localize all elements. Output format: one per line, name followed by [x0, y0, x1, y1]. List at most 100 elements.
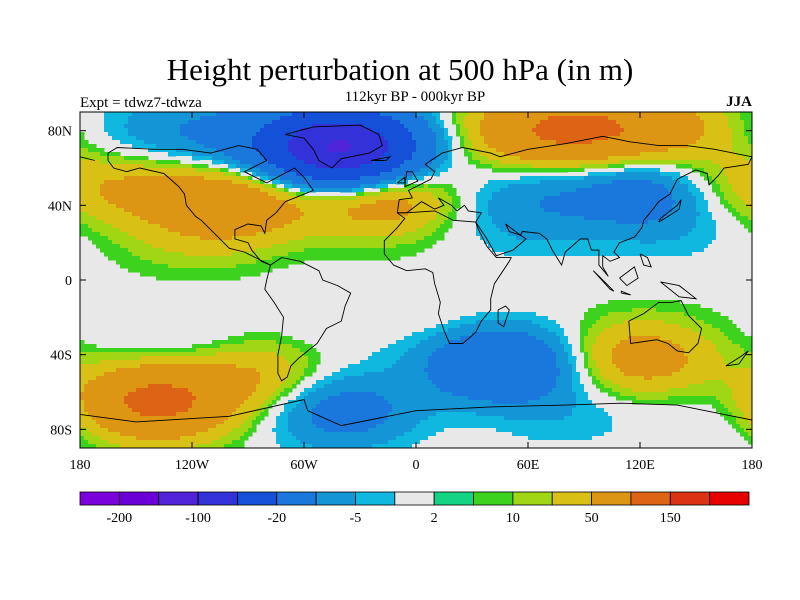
field-cell: [172, 192, 177, 197]
field-cell: [332, 144, 337, 149]
field-cell: [224, 180, 229, 185]
field-cell: [276, 248, 281, 253]
field-cell: [196, 224, 201, 229]
field-cell: [360, 396, 365, 401]
field-cell: [120, 364, 125, 369]
field-cell: [148, 208, 153, 213]
field-cell: [168, 248, 173, 253]
field-cell: [156, 244, 161, 249]
field-cell: [140, 204, 145, 209]
field-cell: [120, 368, 125, 373]
field-cell: [92, 168, 97, 173]
field-cell: [164, 436, 169, 441]
field-cell: [204, 132, 209, 137]
field-cell: [100, 376, 105, 381]
field-cell: [272, 180, 277, 185]
field-cell: [368, 172, 373, 177]
field-cell: [236, 388, 241, 393]
field-cell: [120, 124, 125, 129]
field-cell: [260, 216, 265, 221]
field-cell: [108, 248, 113, 253]
field-cell: [340, 376, 345, 381]
field-cell: [140, 252, 145, 257]
field-cell: [80, 348, 85, 353]
field-cell: [132, 200, 137, 205]
field-cell: [140, 244, 145, 249]
field-cell: [176, 124, 181, 129]
field-cell: [280, 388, 285, 393]
field-cell: [108, 440, 113, 445]
field-cell: [340, 152, 345, 157]
field-cell: [136, 260, 141, 265]
field-cell: [200, 408, 205, 413]
field-cell: [332, 368, 337, 373]
field-cell: [236, 152, 241, 157]
field-cell: [124, 208, 129, 213]
field-cell: [152, 308, 157, 313]
field-cell: [184, 220, 189, 225]
field-cell: [80, 432, 85, 437]
field-cell: [332, 228, 337, 233]
field-cell: [100, 112, 105, 117]
season-label: JJA: [726, 94, 752, 110]
field-cell: [204, 160, 209, 165]
field-cell: [268, 404, 273, 409]
field-cell: [288, 336, 293, 341]
field-cell: [320, 380, 325, 385]
field-cell: [216, 368, 221, 373]
field-cell: [160, 196, 165, 201]
field-cell: [224, 268, 229, 273]
field-cell: [272, 136, 277, 141]
field-cell: [312, 224, 317, 229]
field-cell: [104, 384, 109, 389]
field-cell: [108, 188, 113, 193]
field-cell: [236, 236, 241, 241]
field-cell: [148, 428, 153, 433]
field-cell: [324, 160, 329, 165]
field-cell: [172, 384, 177, 389]
field-cell: [332, 216, 337, 221]
field-cell: [280, 144, 285, 149]
field-cell: [92, 184, 97, 189]
field-cell: [332, 184, 337, 189]
field-cell: [360, 160, 365, 165]
field-cell: [340, 416, 345, 421]
field-cell: [144, 240, 149, 245]
field-cell: [124, 428, 129, 433]
field-cell: [220, 236, 225, 241]
field-cell: [176, 188, 181, 193]
field-cell: [212, 140, 217, 145]
field-cell: [220, 272, 225, 277]
field-cell: [264, 376, 269, 381]
field-cell: [268, 344, 273, 349]
field-cell: [256, 404, 261, 409]
field-cell: [200, 444, 205, 448]
field-cell: [224, 176, 229, 181]
field-cell: [240, 272, 245, 277]
field-cell: [332, 404, 337, 409]
field-cell: [160, 224, 165, 229]
field-cell: [240, 256, 245, 261]
field-cell: [252, 364, 257, 369]
field-cell: [148, 328, 153, 333]
field-cell: [80, 396, 85, 401]
field-cell: [236, 188, 241, 193]
field-cell: [364, 236, 369, 241]
field-cell: [92, 412, 97, 417]
field-cell: [368, 396, 373, 401]
field-cell: [296, 140, 301, 145]
field-cell: [180, 264, 185, 269]
field-cell: [80, 164, 85, 169]
field-cell: [148, 372, 153, 377]
field-cell: [116, 144, 121, 149]
field-cell: [268, 384, 273, 389]
field-cell: [276, 212, 281, 217]
field-cell: [256, 136, 261, 141]
field-cell: [136, 176, 141, 181]
field-cell: [232, 388, 237, 393]
field-cell: [228, 432, 233, 437]
field-cell: [352, 332, 357, 337]
field-cell: [340, 372, 345, 377]
field-cell: [304, 244, 309, 249]
field-cell: [112, 224, 117, 229]
